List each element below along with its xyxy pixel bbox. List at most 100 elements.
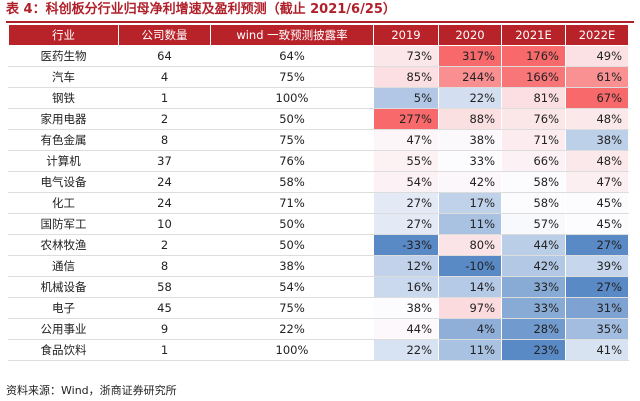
column-header: 行业 xyxy=(8,24,119,46)
data-cell: 1 xyxy=(118,339,211,361)
data-cell: 8 xyxy=(118,129,211,151)
data-cell: 61% xyxy=(565,66,629,88)
industry-cell: 公用事业 xyxy=(8,318,119,340)
data-cell: 17% xyxy=(438,192,502,214)
data-cell: 41% xyxy=(565,339,629,361)
data-cell: 28% xyxy=(501,318,566,340)
data-cell: 71% xyxy=(501,129,566,151)
industry-cell: 农林牧渔 xyxy=(8,234,119,256)
data-cell: 11% xyxy=(438,213,502,235)
data-cell: 24 xyxy=(118,171,211,193)
data-cell: 100% xyxy=(210,339,374,361)
data-cell: 58% xyxy=(501,171,566,193)
table-row: 计算机 37 76% 55% 33% 66% 48% xyxy=(8,150,629,172)
data-cell: 100% xyxy=(210,87,374,109)
data-cell: 14% xyxy=(438,276,502,298)
table-row: 电气设备 24 58% 54% 42% 58% 47% xyxy=(8,171,629,193)
data-cell: -10% xyxy=(438,255,502,277)
data-cell: 48% xyxy=(565,150,629,172)
table-row: 食品饮料 1 100% 22% 11% 23% 41% xyxy=(8,339,629,361)
data-cell: 166% xyxy=(501,66,566,88)
table-row: 医药生物 64 64% 73% 317% 176% 49% xyxy=(8,45,629,67)
data-cell: 54% xyxy=(210,276,374,298)
data-cell: 38% xyxy=(565,129,629,151)
data-cell: 27% xyxy=(373,192,439,214)
data-cell: 9 xyxy=(118,318,211,340)
data-cell: -33% xyxy=(373,234,439,256)
industry-cell: 电气设备 xyxy=(8,171,119,193)
industry-cell: 家用电器 xyxy=(8,108,119,130)
data-cell: 76% xyxy=(501,108,566,130)
data-cell: 81% xyxy=(501,87,566,109)
data-cell: 54% xyxy=(373,171,439,193)
data-cell: 64% xyxy=(210,45,374,67)
data-cell: 22% xyxy=(373,339,439,361)
data-cell: 33% xyxy=(501,297,566,319)
data-cell: 38% xyxy=(210,255,374,277)
header-row: 行业 公司数量 wind 一致预测披露率 2019 2020 2021E 2022E xyxy=(8,24,629,46)
industry-cell: 机械设备 xyxy=(8,276,119,298)
data-cell: 64 xyxy=(118,45,211,67)
table-row: 家用电器 2 50% 277% 88% 76% 48% xyxy=(8,108,629,130)
data-cell: 27% xyxy=(373,213,439,235)
data-cell: 27% xyxy=(565,276,629,298)
industry-cell: 钢铁 xyxy=(8,87,119,109)
data-cell: 88% xyxy=(438,108,502,130)
table-row: 电子 45 75% 38% 97% 33% 31% xyxy=(8,297,629,319)
data-cell: 50% xyxy=(210,108,374,130)
data-cell: 244% xyxy=(438,66,502,88)
industry-cell: 通信 xyxy=(8,255,119,277)
data-cell: 50% xyxy=(210,234,374,256)
data-cell: 75% xyxy=(210,297,374,319)
industry-cell: 汽车 xyxy=(8,66,119,88)
data-cell: 38% xyxy=(438,129,502,151)
column-header: wind 一致预测披露率 xyxy=(210,24,374,46)
data-cell: 47% xyxy=(373,129,439,151)
data-cell: 75% xyxy=(210,66,374,88)
data-cell: 58 xyxy=(118,276,211,298)
data-cell: 76% xyxy=(210,150,374,172)
data-cell: 8 xyxy=(118,255,211,277)
data-cell: 39% xyxy=(565,255,629,277)
data-cell: 1 xyxy=(118,87,211,109)
data-cell: 97% xyxy=(438,297,502,319)
column-header: 公司数量 xyxy=(118,24,211,46)
data-cell: 67% xyxy=(565,87,629,109)
table-row: 钢铁 1 100% 5% 22% 81% 67% xyxy=(8,87,629,109)
data-cell: 35% xyxy=(565,318,629,340)
data-cell: 277% xyxy=(373,108,439,130)
data-cell: 44% xyxy=(501,234,566,256)
data-cell: 38% xyxy=(373,297,439,319)
data-cell: 71% xyxy=(210,192,374,214)
data-cell: 23% xyxy=(501,339,566,361)
table-row: 国防军工 10 50% 27% 11% 57% 45% xyxy=(8,213,629,235)
data-cell: 55% xyxy=(373,150,439,172)
table-row: 通信 8 38% 12% -10% 42% 39% xyxy=(8,255,629,277)
data-cell: 45 xyxy=(118,297,211,319)
data-cell: 80% xyxy=(438,234,502,256)
table-title: 表 4：科创板分行业归母净利增速及盈利预测（截止 2021/6/25） xyxy=(6,2,634,23)
data-cell: 49% xyxy=(565,45,629,67)
column-header: 2019 xyxy=(373,24,439,46)
data-cell: 50% xyxy=(210,213,374,235)
data-cell: 10 xyxy=(118,213,211,235)
data-cell: 42% xyxy=(438,171,502,193)
table-row: 机械设备 58 54% 16% 14% 33% 27% xyxy=(8,276,629,298)
data-cell: 16% xyxy=(373,276,439,298)
data-cell: 317% xyxy=(438,45,502,67)
table-row: 有色金属 8 75% 47% 38% 71% 38% xyxy=(8,129,629,151)
data-cell: 4 xyxy=(118,66,211,88)
data-cell: 42% xyxy=(501,255,566,277)
table-row: 化工 24 71% 27% 17% 58% 45% xyxy=(8,192,629,214)
data-cell: 37 xyxy=(118,150,211,172)
industry-cell: 计算机 xyxy=(8,150,119,172)
data-cell: 58% xyxy=(501,192,566,214)
data-cell: 31% xyxy=(565,297,629,319)
data-cell: 47% xyxy=(565,171,629,193)
data-cell: 176% xyxy=(501,45,566,67)
data-cell: 12% xyxy=(373,255,439,277)
data-cell: 48% xyxy=(565,108,629,130)
industry-cell: 化工 xyxy=(8,192,119,214)
column-header: 2020 xyxy=(438,24,502,46)
